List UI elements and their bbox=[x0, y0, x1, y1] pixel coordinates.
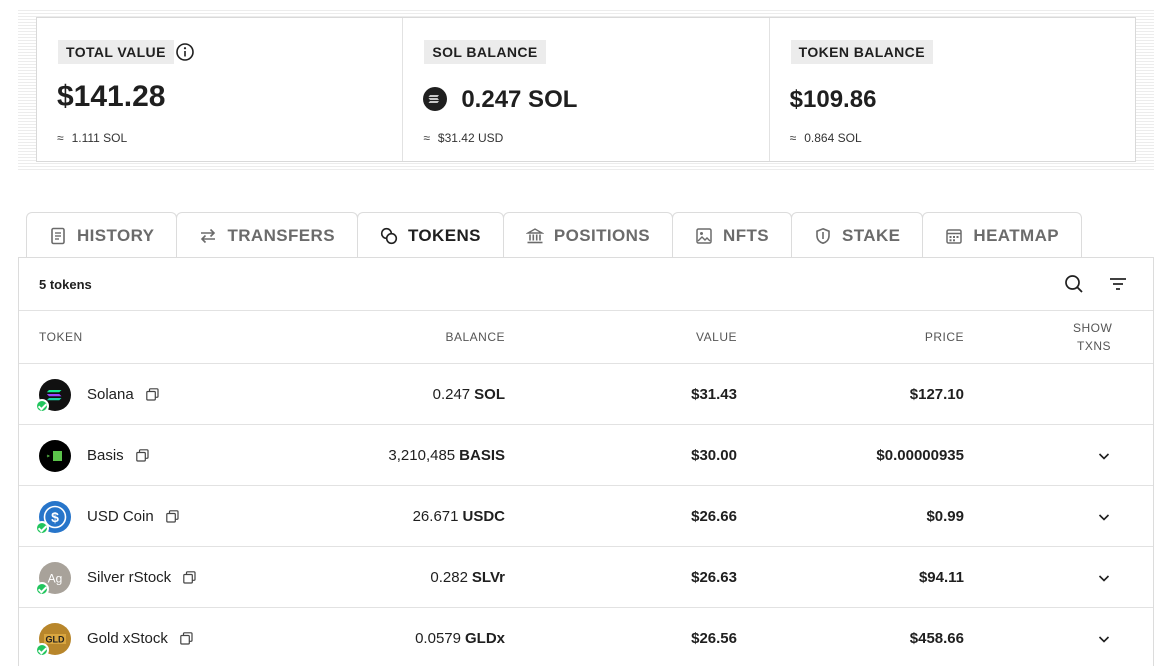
shield-icon bbox=[816, 227, 830, 244]
token-balance: 26.671 USDC bbox=[412, 508, 505, 525]
token-value: $31.43 bbox=[691, 386, 737, 403]
chevron-down-icon bbox=[1098, 574, 1110, 582]
total-value-stat: TOTAL VALUE $141.28 ≈1.111 SOL bbox=[37, 18, 404, 161]
copy-icon[interactable] bbox=[183, 571, 196, 584]
token-name: Silver rStock bbox=[87, 547, 196, 608]
col-value[interactable]: VALUE bbox=[696, 330, 737, 344]
verified-badge-icon bbox=[35, 582, 49, 596]
search-icon[interactable] bbox=[1063, 273, 1085, 295]
table-row[interactable]: Solana 0.247 SOL $31.43 $127.10 bbox=[19, 364, 1153, 425]
calendar-icon bbox=[946, 228, 963, 244]
expand-txns-button[interactable] bbox=[1095, 486, 1113, 547]
solana-icon bbox=[423, 87, 448, 111]
table-row[interactable]: Basis 3,210,485 BASIS $30.00 $0.00000935 bbox=[19, 425, 1153, 486]
token-price: $0.00000935 bbox=[876, 447, 964, 464]
table-row[interactable]: GLD Gold xStock 0.0579 GLDx $26.56 $458.6… bbox=[19, 608, 1153, 666]
svg-text:Ag: Ag bbox=[48, 572, 63, 586]
tab-tokens[interactable]: TOKENS bbox=[356, 212, 504, 258]
tab-positions-label: POSITIONS bbox=[553, 225, 651, 245]
sol-balance-amount: 0.247 SOL bbox=[461, 86, 578, 113]
tab-history[interactable]: HISTORY bbox=[26, 212, 178, 258]
verified-badge-icon bbox=[35, 643, 49, 657]
tab-heatmap[interactable]: HEATMAP bbox=[922, 212, 1082, 258]
tab-nfts-label: NFTS bbox=[723, 225, 770, 245]
tab-transfers[interactable]: TRANSFERS bbox=[176, 212, 358, 258]
token-balance: 3,210,485 BASIS bbox=[388, 447, 505, 464]
verified-badge-icon bbox=[35, 521, 49, 535]
tab-history-label: HISTORY bbox=[77, 225, 155, 245]
copy-icon[interactable] bbox=[145, 388, 159, 401]
sol-balance-stat: SOL BALANCE 0.247 SOL ≈ $31.42 USD bbox=[403, 18, 770, 161]
table-header: TOKEN BALANCE VALUE PRICE SHOW TXNS bbox=[19, 311, 1153, 364]
info-icon[interactable] bbox=[175, 42, 195, 62]
chevron-down-icon bbox=[1098, 635, 1110, 643]
arrows-icon bbox=[201, 228, 216, 243]
expand-txns-button[interactable] bbox=[1095, 425, 1113, 486]
tab-transfers-label: TRANSFERS bbox=[227, 225, 335, 245]
col-balance[interactable]: BALANCE bbox=[445, 330, 505, 344]
total-value-amount: $141.28 bbox=[57, 80, 166, 113]
svg-text:GLD: GLD bbox=[46, 635, 65, 645]
token-balance-sol: ≈0.864 SOL bbox=[789, 131, 862, 145]
tab-stake-label: STAKE bbox=[842, 225, 901, 245]
summary-background: TOTAL VALUE $141.28 ≈1.111 SOL SOL BALAN… bbox=[18, 10, 1154, 170]
token-name: USD Coin bbox=[87, 486, 179, 547]
token-count: 5 tokens bbox=[39, 277, 92, 292]
bank-icon bbox=[525, 227, 544, 243]
tab-nfts[interactable]: NFTS bbox=[672, 212, 793, 258]
tab-heatmap-label: HEATMAP bbox=[973, 225, 1059, 245]
token-table: 5 tokens TOKEN BALANCE VALUE PRICE SHOW … bbox=[18, 257, 1154, 666]
token-value: $26.66 bbox=[691, 508, 737, 525]
col-txns: TXNS bbox=[1077, 339, 1112, 353]
basis-token-icon bbox=[39, 440, 71, 472]
table-row[interactable]: Ag Silver rStock 0.282 SLVr $26.63 $94.11 bbox=[19, 547, 1153, 608]
tab-tokens-label: TOKENS bbox=[407, 225, 481, 245]
total-value-sol: ≈1.111 SOL bbox=[57, 131, 128, 145]
token-name: Gold xStock bbox=[87, 608, 193, 666]
token-name: Solana bbox=[87, 364, 159, 425]
token-price: $0.99 bbox=[926, 508, 964, 525]
svg-text:$: $ bbox=[51, 509, 59, 525]
sol-balance-label: SOL BALANCE bbox=[424, 40, 546, 64]
expand-txns-button[interactable] bbox=[1095, 608, 1113, 666]
expand-txns-button[interactable] bbox=[1095, 547, 1113, 608]
copy-icon[interactable] bbox=[180, 632, 193, 645]
tab-bar: HISTORY TRANSFERS TOKENS POSITIONS NFTS … bbox=[26, 212, 1082, 258]
image-icon bbox=[696, 227, 712, 244]
col-token[interactable]: TOKEN bbox=[39, 330, 83, 344]
token-balance: 0.247 SOL bbox=[432, 386, 505, 403]
token-value: $30.00 bbox=[691, 447, 737, 464]
tab-positions[interactable]: POSITIONS bbox=[502, 212, 674, 258]
copy-icon[interactable] bbox=[135, 449, 149, 462]
token-balance-label: TOKEN BALANCE bbox=[790, 40, 933, 64]
copy-icon[interactable] bbox=[165, 510, 179, 523]
portfolio-summary: TOTAL VALUE $141.28 ≈1.111 SOL SOL BALAN… bbox=[36, 17, 1136, 162]
chevron-down-icon bbox=[1098, 513, 1110, 521]
total-value-label: TOTAL VALUE bbox=[58, 40, 174, 64]
token-balance-stat: TOKEN BALANCE $109.86 ≈0.864 SOL bbox=[770, 18, 1135, 161]
verified-badge-icon bbox=[35, 399, 49, 413]
chevron-down-icon bbox=[1098, 452, 1110, 460]
token-price: $127.10 bbox=[909, 386, 964, 403]
token-value: $26.56 bbox=[691, 630, 737, 647]
col-show: SHOW bbox=[1073, 321, 1113, 335]
token-value: $26.63 bbox=[691, 569, 737, 586]
document-icon bbox=[51, 227, 65, 244]
table-row[interactable]: $ USD Coin 26.671 USDC $26.66 $0.99 bbox=[19, 486, 1153, 547]
filter-icon[interactable] bbox=[1107, 273, 1129, 295]
token-name: Basis bbox=[87, 425, 149, 486]
token-price: $458.66 bbox=[909, 630, 964, 647]
tab-stake[interactable]: STAKE bbox=[791, 212, 924, 258]
token-price: $94.11 bbox=[918, 569, 964, 586]
coins-icon bbox=[380, 227, 398, 244]
table-toolbar: 5 tokens bbox=[19, 258, 1153, 311]
token-balance: 0.282 SLVr bbox=[430, 569, 505, 586]
token-balance-amount: $109.86 bbox=[789, 86, 877, 113]
token-balance: 0.0579 GLDx bbox=[415, 630, 505, 647]
col-price[interactable]: PRICE bbox=[924, 330, 964, 344]
sol-balance-usd: ≈ $31.42 USD bbox=[423, 131, 504, 145]
